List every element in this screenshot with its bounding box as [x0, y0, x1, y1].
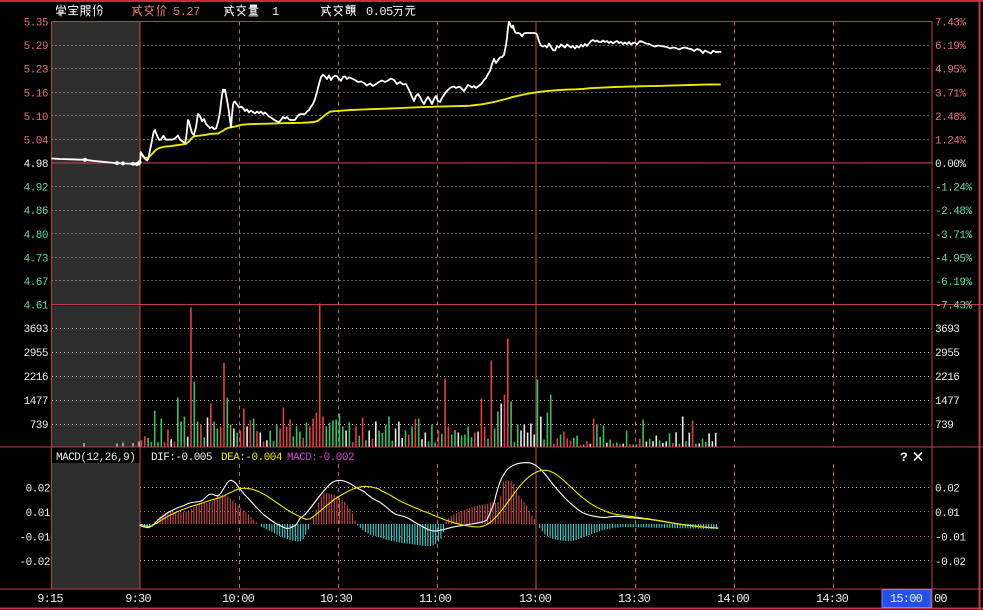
svg-text:-6.19%: -6.19% — [935, 277, 973, 289]
svg-text:6.19%: 6.19% — [935, 41, 966, 53]
svg-text:-4.95%: -4.95% — [935, 253, 973, 265]
svg-text:-2.48%: -2.48% — [935, 206, 973, 218]
svg-text:11:00: 11:00 — [419, 592, 452, 606]
svg-text:3.71%: 3.71% — [935, 88, 966, 100]
svg-text:MACD:-0.002: MACD:-0.002 — [287, 452, 354, 464]
svg-text:-0.01: -0.01 — [935, 533, 966, 545]
svg-text:5.29: 5.29 — [24, 41, 48, 53]
svg-text:5.35: 5.35 — [24, 18, 48, 30]
svg-text:5.16: 5.16 — [24, 88, 48, 100]
svg-text:-3.71%: -3.71% — [935, 230, 973, 242]
svg-text:4.92: 4.92 — [24, 183, 48, 195]
svg-text:2216: 2216 — [24, 372, 48, 384]
svg-text:4.73: 4.73 — [24, 253, 48, 265]
svg-text:5.04: 5.04 — [24, 135, 49, 147]
svg-text:5.23: 5.23 — [24, 65, 48, 77]
svg-text:9:15: 9:15 — [37, 592, 63, 606]
svg-text:15:00: 15:00 — [890, 592, 923, 606]
svg-text:739: 739 — [935, 420, 953, 432]
svg-text:0.01: 0.01 — [935, 508, 960, 520]
svg-text:DEA:-0.004: DEA:-0.004 — [221, 452, 283, 464]
svg-text:-1.24%: -1.24% — [935, 183, 973, 195]
svg-text:1477: 1477 — [24, 396, 48, 408]
svg-text:13:00: 13:00 — [519, 592, 552, 606]
svg-text:DIF:-0.005: DIF:-0.005 — [151, 452, 212, 464]
svg-text:5.27: 5.27 — [173, 5, 200, 19]
svg-text:739: 739 — [30, 420, 48, 432]
svg-text:5.10: 5.10 — [24, 112, 48, 124]
svg-text:4.61: 4.61 — [24, 301, 49, 313]
svg-text:4.86: 4.86 — [24, 206, 48, 218]
svg-text:2955: 2955 — [24, 348, 48, 360]
svg-text:7.43%: 7.43% — [935, 18, 966, 30]
svg-text:1477: 1477 — [935, 396, 959, 408]
svg-text:14:30: 14:30 — [816, 592, 849, 606]
svg-text:4.80: 4.80 — [24, 230, 48, 242]
svg-text:4.98: 4.98 — [24, 159, 48, 171]
svg-text:00: 00 — [934, 592, 947, 606]
svg-text:?: ? — [900, 450, 908, 465]
svg-text:-0.01: -0.01 — [19, 533, 50, 545]
svg-text:MACD(12,26,9): MACD(12,26,9) — [56, 452, 135, 464]
svg-text:1.24%: 1.24% — [935, 135, 966, 147]
svg-text:4.67: 4.67 — [24, 277, 48, 289]
svg-text:0.05: 0.05 — [366, 5, 393, 19]
svg-text:13:30: 13:30 — [618, 592, 651, 606]
svg-text:0.00%: 0.00% — [935, 159, 966, 171]
svg-text:3693: 3693 — [24, 324, 48, 336]
svg-text:0.02: 0.02 — [26, 484, 50, 496]
svg-text:-0.02: -0.02 — [19, 557, 50, 569]
svg-text:14:00: 14:00 — [717, 592, 750, 606]
svg-text:9:30: 9:30 — [125, 592, 151, 606]
svg-text:0.01: 0.01 — [26, 508, 51, 520]
svg-text:10:00: 10:00 — [222, 592, 255, 606]
svg-text:-7.43%: -7.43% — [935, 301, 973, 313]
svg-text:4.95%: 4.95% — [935, 65, 966, 77]
svg-text:0.02: 0.02 — [935, 484, 959, 496]
svg-text:2.48%: 2.48% — [935, 112, 966, 124]
svg-text:3693: 3693 — [935, 324, 959, 336]
svg-text:2955: 2955 — [935, 348, 959, 360]
svg-text:10:30: 10:30 — [320, 592, 353, 606]
svg-text:-0.02: -0.02 — [935, 557, 966, 569]
svg-text:2216: 2216 — [935, 372, 959, 384]
svg-text:1: 1 — [272, 5, 279, 19]
